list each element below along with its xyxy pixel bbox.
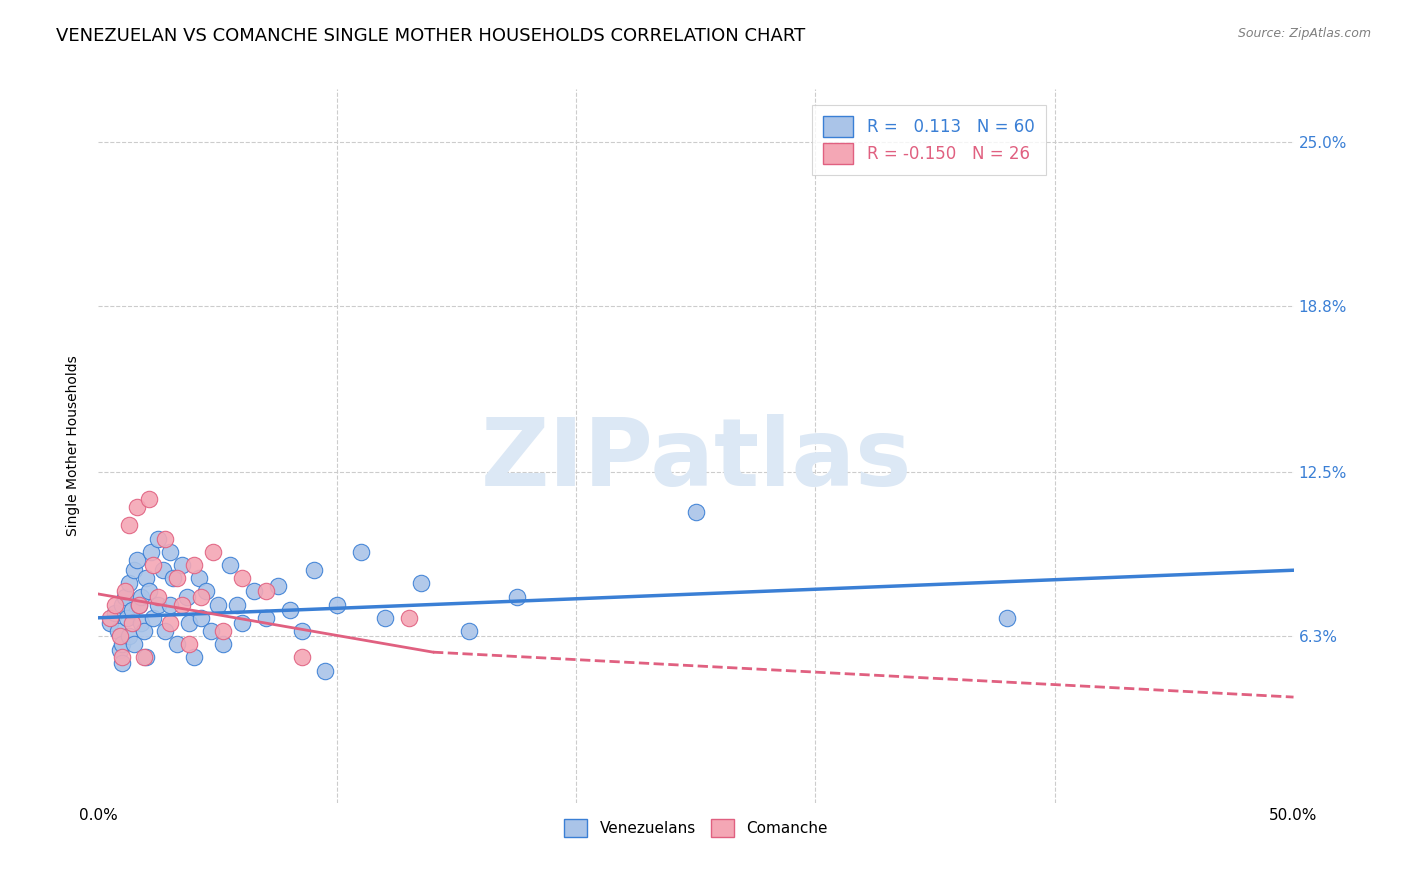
Point bbox=[243, 584, 266, 599]
Point bbox=[114, 590, 136, 604]
Point bbox=[179, 637, 201, 651]
Point bbox=[278, 603, 301, 617]
Point bbox=[121, 603, 143, 617]
Point bbox=[995, 611, 1018, 625]
Point bbox=[148, 598, 170, 612]
Point bbox=[131, 590, 153, 604]
Point bbox=[131, 616, 153, 631]
Point bbox=[172, 558, 194, 572]
Point bbox=[159, 616, 181, 631]
Y-axis label: Single Mother Households: Single Mother Households bbox=[66, 356, 80, 536]
Point bbox=[108, 642, 131, 657]
Point bbox=[138, 584, 160, 599]
Point bbox=[398, 611, 420, 625]
Point bbox=[200, 624, 222, 638]
Point bbox=[139, 545, 162, 559]
Point bbox=[104, 598, 127, 612]
Point bbox=[172, 598, 194, 612]
Point bbox=[219, 558, 242, 572]
Point bbox=[135, 571, 157, 585]
Point bbox=[190, 590, 212, 604]
Point bbox=[128, 598, 150, 612]
Point bbox=[685, 505, 707, 519]
Point bbox=[411, 576, 433, 591]
Point bbox=[138, 491, 160, 506]
Point bbox=[135, 650, 157, 665]
Point bbox=[125, 552, 148, 566]
Point bbox=[315, 664, 337, 678]
Point bbox=[118, 518, 141, 533]
Point bbox=[506, 590, 529, 604]
Point bbox=[148, 590, 170, 604]
Point bbox=[125, 500, 148, 514]
Point bbox=[326, 598, 349, 612]
Point bbox=[176, 590, 198, 604]
Text: Source: ZipAtlas.com: Source: ZipAtlas.com bbox=[1237, 27, 1371, 40]
Point bbox=[458, 624, 481, 638]
Point bbox=[166, 637, 188, 651]
Point bbox=[107, 624, 129, 638]
Point bbox=[211, 637, 233, 651]
Point bbox=[187, 571, 209, 585]
Point bbox=[124, 563, 146, 577]
Point bbox=[98, 616, 122, 631]
Point bbox=[202, 545, 225, 559]
Point bbox=[267, 579, 290, 593]
Point bbox=[128, 598, 150, 612]
Point bbox=[104, 606, 127, 620]
Point bbox=[111, 598, 134, 612]
Point bbox=[108, 629, 131, 643]
Point bbox=[291, 624, 314, 638]
Point bbox=[98, 611, 122, 625]
Point bbox=[190, 611, 212, 625]
Point bbox=[142, 558, 165, 572]
Text: ZIPatlas: ZIPatlas bbox=[481, 414, 911, 507]
Point bbox=[254, 584, 277, 599]
Point bbox=[166, 571, 188, 585]
Point bbox=[183, 558, 205, 572]
Point bbox=[254, 611, 277, 625]
Point bbox=[374, 611, 396, 625]
Text: VENEZUELAN VS COMANCHE SINGLE MOTHER HOUSEHOLDS CORRELATION CHART: VENEZUELAN VS COMANCHE SINGLE MOTHER HOU… bbox=[56, 27, 806, 45]
Point bbox=[111, 650, 134, 665]
Point bbox=[231, 616, 253, 631]
Point bbox=[159, 598, 181, 612]
Point bbox=[142, 611, 165, 625]
Point bbox=[115, 611, 138, 625]
Point bbox=[302, 563, 325, 577]
Point bbox=[111, 637, 134, 651]
Point bbox=[226, 598, 249, 612]
Point bbox=[162, 571, 184, 585]
Point bbox=[195, 584, 218, 599]
Point bbox=[231, 571, 253, 585]
Point bbox=[291, 650, 314, 665]
Point bbox=[118, 629, 141, 643]
Point bbox=[183, 650, 205, 665]
Point bbox=[111, 656, 134, 670]
Point bbox=[207, 598, 229, 612]
Point bbox=[132, 650, 155, 665]
Point bbox=[159, 545, 181, 559]
Point bbox=[121, 616, 143, 631]
Point bbox=[132, 624, 155, 638]
Point bbox=[148, 532, 170, 546]
Legend: Venezuelans, Comanche: Venezuelans, Comanche bbox=[557, 811, 835, 845]
Point bbox=[350, 545, 373, 559]
Point bbox=[155, 624, 177, 638]
Point bbox=[114, 584, 136, 599]
Point bbox=[118, 576, 141, 591]
Point bbox=[211, 624, 233, 638]
Point bbox=[152, 563, 174, 577]
Point bbox=[124, 637, 146, 651]
Point bbox=[155, 532, 177, 546]
Point bbox=[179, 616, 201, 631]
